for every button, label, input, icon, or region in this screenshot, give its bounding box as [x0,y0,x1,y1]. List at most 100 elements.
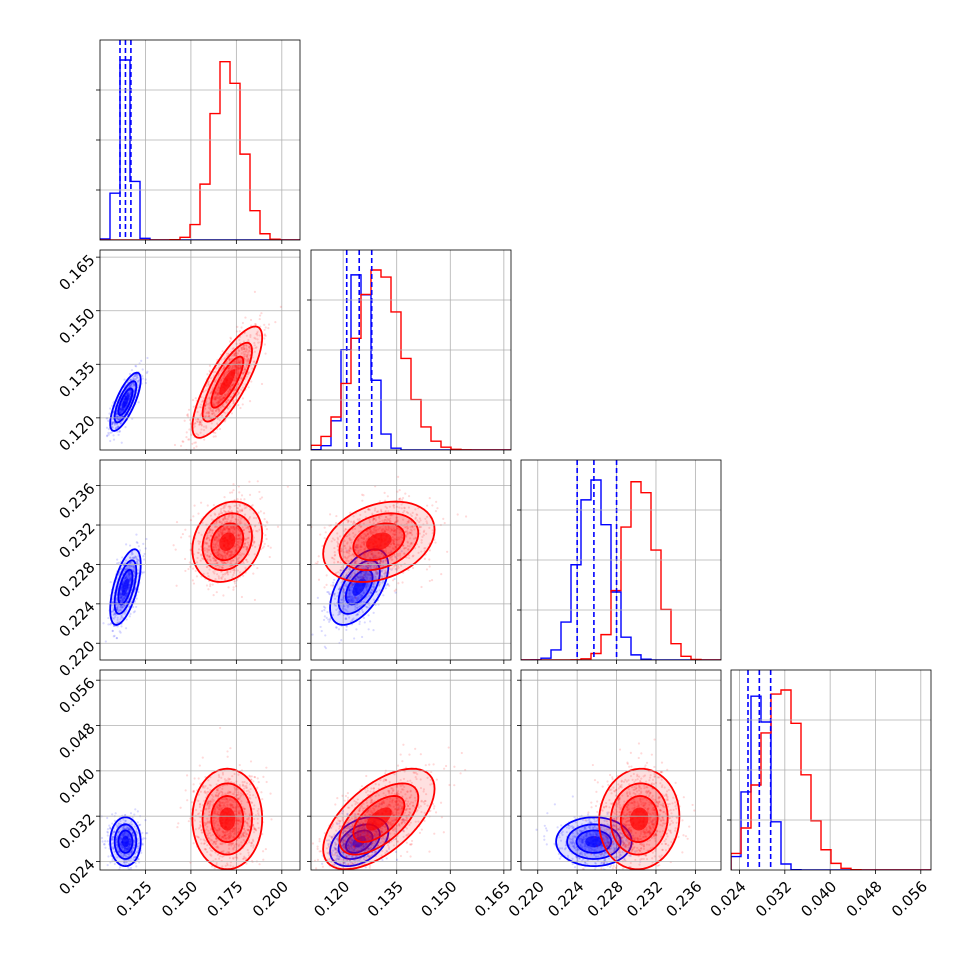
scatter-point [234,518,237,521]
scatter-point [325,616,328,619]
scatter-point [227,510,230,514]
scatter-point [238,521,241,524]
scatter-point [221,554,224,557]
scatter-point [217,577,221,580]
scatter-point [217,534,220,537]
scatter-point [132,384,135,387]
scatter-point [239,532,243,536]
scatter-point [233,498,236,502]
scatter-point [119,410,123,413]
scatter-point [128,575,131,578]
scatter-point [354,596,357,600]
scatter-point [232,571,236,575]
scatter-point [237,542,241,545]
scatter-point [237,364,240,367]
scatter-point [223,373,226,376]
scatter-point [255,346,258,349]
scatter-point [227,586,230,589]
scatter-point [227,367,230,370]
scatter-point [244,343,248,347]
scatter-point [214,370,217,373]
scatter-point [252,572,255,575]
scatter-point [216,535,219,539]
scatter-point [208,415,211,418]
scatter-point [224,561,227,564]
scatter-point [228,550,231,553]
scatter-point [145,371,148,375]
scatter-point [247,351,250,354]
scatter-point [225,520,228,523]
scatter-point [260,382,264,386]
scatter-point [230,550,234,554]
scatter-point [200,533,203,536]
scatter-point [323,526,326,529]
scatter-point [115,636,118,640]
scatter-point [120,597,123,600]
scatter-point [326,611,329,614]
scatter-point [120,615,123,618]
scatter-point [126,566,129,570]
scatter-point [115,601,118,604]
scatter-point [245,375,248,378]
scatter-point [211,412,214,416]
scatter-point [386,495,389,498]
scatter-point [323,615,326,618]
scatter-point [128,570,131,573]
scatter-point [207,412,210,415]
scatter-point [363,621,366,624]
scatter-point [126,393,129,396]
scatter-point [129,384,132,387]
scatter-point [206,554,209,557]
scatter-point [258,528,261,531]
scatter-point [106,816,109,820]
scatter-point [120,588,123,591]
scatter-point [207,412,211,415]
scatter-point [205,384,208,388]
scatter-point [210,529,214,532]
scatter-point [117,417,120,420]
scatter-point [116,606,119,609]
scatter-point [211,583,214,586]
scatter-point [358,622,361,626]
scatter-point [342,605,345,608]
panel-3-0: 0.125 0.150 0.175 0.2000.0240.0320.0400.048… [55,669,301,921]
scatter-point [215,536,218,539]
scatter-point [237,534,240,537]
scatter-point [134,808,137,811]
scatter-point [110,604,113,607]
scatter-point [228,357,232,361]
scatter-point [200,421,203,424]
scatter-point [246,353,249,356]
scatter-point [137,590,140,594]
scatter-point [214,578,217,581]
scatter-point [228,388,232,391]
panel-frame [99,249,301,451]
scatter-point [235,538,238,541]
scatter-point [341,580,344,583]
scatter-point [263,333,266,336]
scatter-point [242,353,246,356]
scatter-point [129,385,132,389]
scatter-point [263,334,266,337]
scatter-point [129,391,132,394]
scatter-point [252,512,255,515]
scatter-point [211,556,215,560]
scatter-point [212,411,215,415]
scatter-point [212,543,215,546]
scatter-point [324,647,328,650]
scatter-point [242,546,245,549]
scatter-point [130,385,133,388]
scatter-point [116,423,119,426]
scatter-point [214,396,217,399]
scatter-point [246,545,249,549]
scatter-point [237,364,241,367]
scatter-point [113,634,116,637]
scatter-point [239,498,242,501]
scatter-point [115,637,119,640]
scatter-point [195,420,199,423]
scatter-point [124,596,127,599]
scatter-point [128,372,132,376]
scatter-point [240,509,244,512]
scatter-point [228,359,232,362]
scatter-point [231,576,234,579]
